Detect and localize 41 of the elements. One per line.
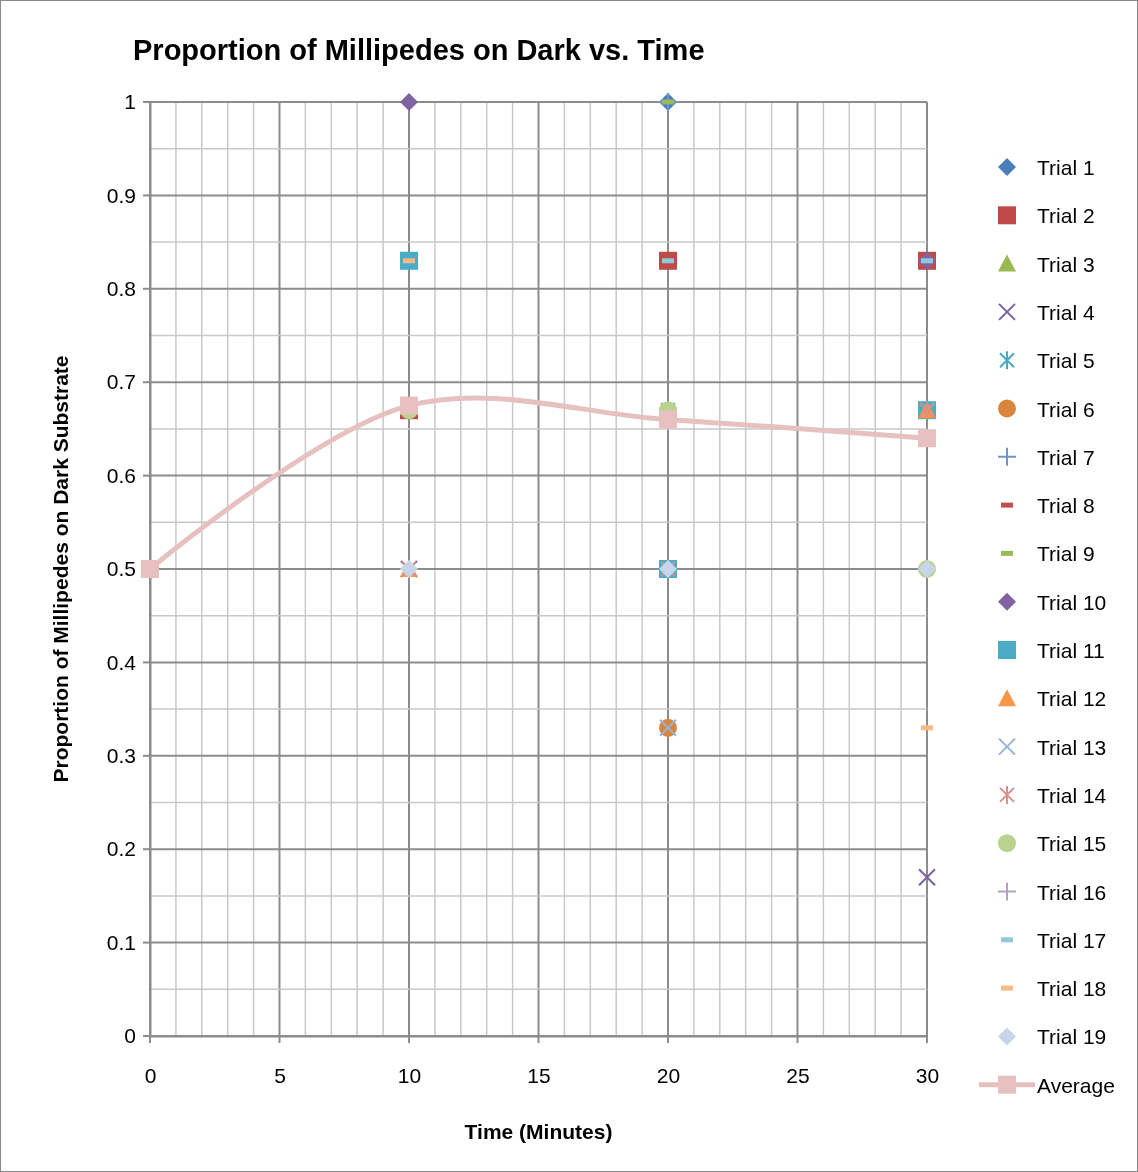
legend-label: Trial 5 (1037, 349, 1095, 373)
x-tick-label: 20 (656, 1063, 681, 1087)
legend-label: Trial 11 (1037, 639, 1105, 662)
legend-label: Trial 1 (1037, 156, 1095, 179)
y-tick-label: 0.7 (106, 370, 136, 394)
legend-label: Average (1037, 1073, 1115, 1097)
x-tick-label: 25 (786, 1063, 810, 1087)
legend-label: Trial 12 (1037, 687, 1107, 711)
x-tick-label: 5 (274, 1063, 286, 1087)
y-tick-label: 0.9 (106, 183, 136, 207)
x-axis-title: Time (Minutes) (464, 1120, 613, 1143)
y-tick-label: 0.5 (106, 557, 136, 581)
y-tick-label: 0.6 (106, 463, 136, 487)
y-axis-title: Proportion of Millipedes on Dark Substrate (49, 355, 72, 783)
y-tick-label: 0.3 (106, 744, 136, 768)
y-tick-label: 0.1 (106, 930, 136, 954)
y-tick-label: 0.4 (106, 650, 137, 674)
legend-label: Trial 10 (1037, 590, 1107, 614)
y-tick-label: 1 (124, 90, 136, 114)
chart-title: Proportion of Millipedes on Dark vs. Time (133, 34, 705, 66)
legend-label: Trial 14 (1037, 783, 1107, 807)
y-tick-label: 0 (124, 1024, 136, 1048)
legend-label: Trial 7 (1037, 445, 1095, 469)
legend-label: Trial 18 (1037, 977, 1107, 1001)
x-tick-label: 30 (915, 1063, 940, 1087)
legend-label: Trial 6 (1037, 397, 1095, 421)
y-tick-label: 0.8 (106, 277, 136, 301)
legend-label: Trial 3 (1037, 252, 1095, 276)
legend-label: Trial 15 (1037, 832, 1107, 856)
legend-label: Trial 16 (1037, 880, 1107, 904)
legend-label: Trial 17 (1037, 928, 1107, 952)
legend-label: Trial 8 (1037, 494, 1095, 518)
legend-label: Trial 9 (1037, 542, 1095, 566)
legend-label: Trial 4 (1037, 300, 1095, 324)
x-tick-label: 15 (527, 1063, 551, 1087)
legend-label: Trial 19 (1037, 1025, 1107, 1049)
x-tick-label: 10 (397, 1063, 422, 1087)
legend-label: Trial 13 (1037, 735, 1107, 759)
legend-label: Trial 2 (1037, 204, 1095, 228)
y-tick-label: 0.2 (106, 837, 136, 861)
x-tick-label: 0 (144, 1063, 157, 1087)
